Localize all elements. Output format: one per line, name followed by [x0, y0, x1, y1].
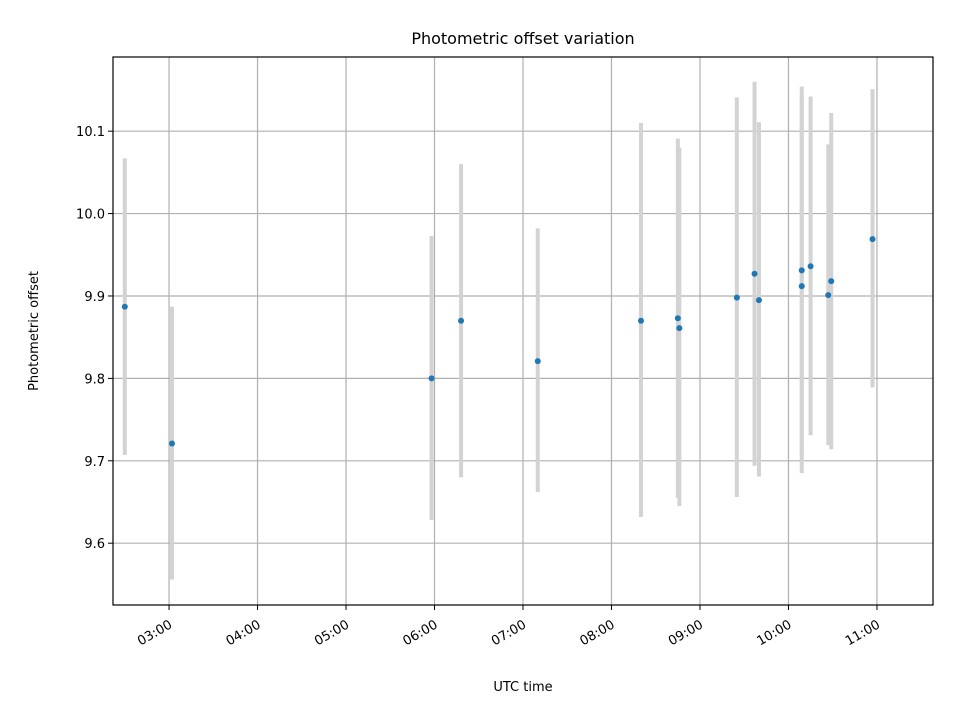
x-tick-label: 11:00 [843, 617, 883, 649]
data-point [869, 236, 876, 243]
x-tick-label: 04:00 [224, 617, 264, 649]
data-point [751, 270, 758, 277]
y-tick-label: 9.7 [84, 455, 105, 470]
data-point [637, 317, 644, 324]
x-tick-label: 07:00 [489, 617, 529, 649]
y-tick-label: 9.9 [84, 290, 105, 305]
data-point [168, 440, 175, 447]
x-tick-label: 06:00 [401, 617, 441, 649]
data-point [458, 317, 465, 324]
x-tick-label: 03:00 [135, 617, 175, 649]
y-tick-label: 10.0 [76, 208, 105, 223]
x-axis-label: UTC time [493, 680, 552, 695]
y-tick-label: 10.1 [76, 125, 105, 140]
data-point [121, 303, 128, 310]
grid-lines [113, 57, 933, 605]
x-tick-label: 10:00 [755, 617, 795, 649]
y-tick-label: 9.8 [84, 372, 105, 387]
axis-ticks: 03:00 04:00 05:00 06:00 07:00 08:00 09:00 10:00… [76, 125, 883, 649]
data-point [733, 294, 740, 301]
x-tick-label: 09:00 [666, 617, 706, 649]
data-point [798, 267, 805, 274]
data-point [828, 278, 835, 285]
data-point [798, 283, 805, 290]
error-bars [122, 81, 875, 580]
y-axis-label: Photometric offset [27, 271, 42, 391]
chart-title: Photometric offset variation [411, 29, 634, 48]
data-point [807, 263, 814, 270]
x-tick-label: 05:00 [312, 617, 352, 649]
plot-frame [112, 56, 934, 606]
data-point [534, 358, 541, 365]
data-points [121, 236, 876, 447]
data-point [755, 297, 762, 304]
data-point [825, 292, 832, 299]
x-tick-label: 08:00 [578, 617, 618, 649]
data-point [674, 315, 681, 322]
data-point [676, 325, 683, 332]
y-tick-label: 9.6 [84, 537, 105, 552]
data-point [428, 375, 435, 382]
